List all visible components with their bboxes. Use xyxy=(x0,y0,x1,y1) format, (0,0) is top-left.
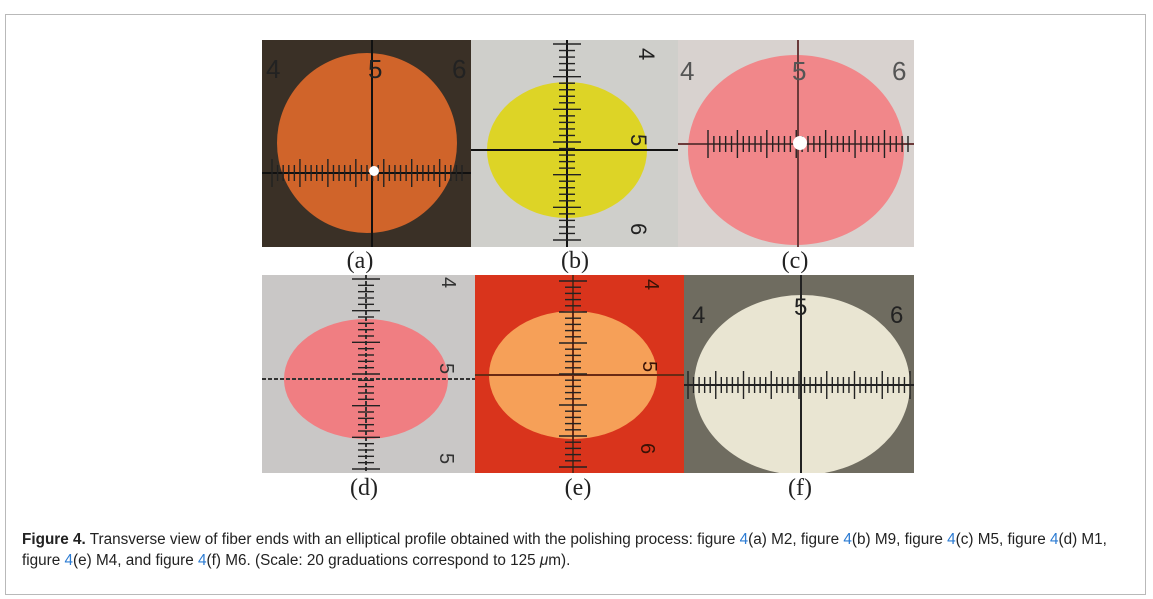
subfigure-label-b: (b) xyxy=(561,248,589,274)
caption-text-3: (b) M9, figure xyxy=(851,531,948,548)
panel-f-image: 4 5 6 xyxy=(684,275,914,473)
figure-ref-link[interactable]: 4 xyxy=(64,552,74,569)
subfigure-label-f: (f) xyxy=(788,475,812,501)
panel-c-tick-5: 5 xyxy=(792,56,806,86)
figure-frame xyxy=(5,14,1146,595)
figure-ref-link[interactable]: 4 xyxy=(739,531,749,548)
panel-f-tick-4: 4 xyxy=(692,302,705,329)
panel-e-tick-6: 6 xyxy=(636,443,658,454)
panel-e-image: 4 5 6 xyxy=(475,275,684,473)
panel-e-tick-5: 5 xyxy=(638,361,660,372)
panel-a-tick-6: 6 xyxy=(452,54,466,84)
figure-ref-link[interactable]: 4 xyxy=(198,552,207,569)
subfigure-label-d: (d) xyxy=(350,475,378,501)
panel-d-tick-4: 4 xyxy=(437,277,459,288)
panel-b-tick-6: 6 xyxy=(626,223,651,235)
caption-lead: Figure 4. xyxy=(22,531,86,548)
panel-c-image: 4 5 6 xyxy=(678,40,914,247)
panel-f-tick-6: 6 xyxy=(890,302,903,329)
caption-text-2: (a) M2, figure xyxy=(748,531,844,548)
caption-text-5: (d) M1, figure xyxy=(22,531,1107,569)
panel-f-tick-5: 5 xyxy=(794,294,807,321)
subfigure-label-a: (a) xyxy=(346,248,374,274)
panel-b-tick-4: 4 xyxy=(634,48,659,60)
panel-e-tick-4: 4 xyxy=(640,279,662,290)
caption-text-1: Transverse view of fiber ends with an el… xyxy=(85,531,740,548)
panel-a-tick-5: 5 xyxy=(368,54,382,84)
figure-ref-link[interactable]: 4 xyxy=(843,531,852,548)
panel-a-fiber-end xyxy=(277,53,457,233)
panel-a-image: 4 5 6 xyxy=(262,40,471,247)
panel-a-tick-4: 4 xyxy=(266,54,280,84)
panel-c-tick-6: 6 xyxy=(892,56,906,86)
caption-text-6: (e) M4, and figure xyxy=(73,552,199,569)
panel-b-image: 4 5 6 xyxy=(471,40,678,247)
panel-d-tick-5: 5 xyxy=(435,363,457,374)
panel-b-tick-5: 5 xyxy=(626,134,651,146)
panel-c-tick-4: 4 xyxy=(680,56,694,86)
figure-ref-link[interactable]: 4 xyxy=(947,531,956,548)
caption-mu-symbol: μ xyxy=(539,552,549,569)
caption-text-8: m). xyxy=(548,552,571,569)
caption-text-4: (c) M5, figure xyxy=(955,531,1050,548)
subfigure-label-c: (c) xyxy=(781,248,809,274)
panel-d-image: 4 5 5 xyxy=(262,275,475,473)
figure-caption: Figure 4. Transverse view of fiber ends … xyxy=(22,529,1132,571)
panel-d-tick-5b: 5 xyxy=(435,453,457,464)
caption-text-7: (f) M6. (Scale: 20 graduations correspon… xyxy=(206,552,540,569)
subfigure-label-e: (e) xyxy=(564,475,592,501)
figure-ref-link[interactable]: 4 xyxy=(1049,531,1059,548)
